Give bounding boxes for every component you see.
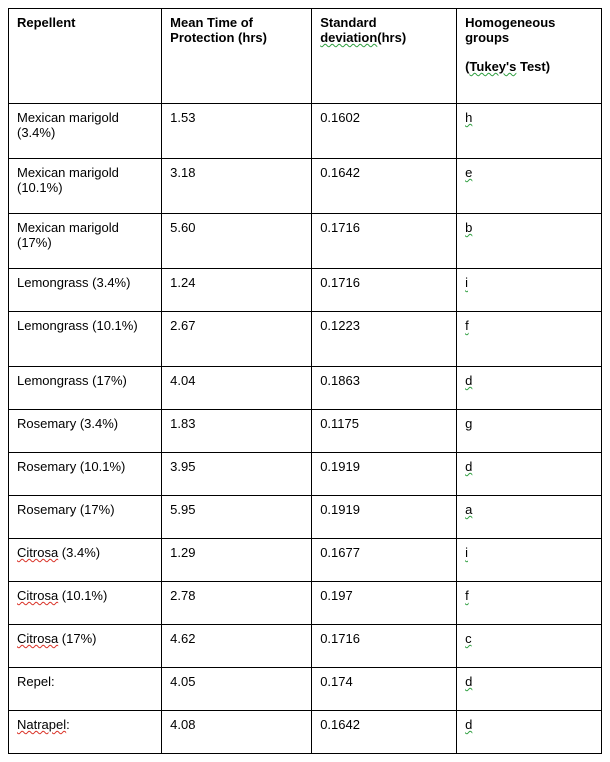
cell-repellent: Rosemary (17%) [9, 496, 162, 539]
cell-group: f [457, 312, 602, 367]
cell-mean: 3.18 [162, 159, 312, 214]
table-row: Citrosa (17%)4.620.1716c [9, 625, 602, 668]
cell-sd: 0.1716 [312, 625, 457, 668]
cell-mean: 4.08 [162, 711, 312, 754]
cell-sd: 0.1716 [312, 269, 457, 312]
cell-group: i [457, 269, 602, 312]
cell-sd: 0.1223 [312, 312, 457, 367]
cell-sd: 0.174 [312, 668, 457, 711]
cell-sd: 0.1642 [312, 711, 457, 754]
cell-group: d [457, 367, 602, 410]
cell-sd: 0.1919 [312, 496, 457, 539]
col-header-sd: Standard deviation(hrs) [312, 9, 457, 104]
cell-group: a [457, 496, 602, 539]
table-row: Mexican marigold (3.4%)1.530.1602h [9, 104, 602, 159]
table-row: Citrosa (3.4%)1.290.1677i [9, 539, 602, 582]
cell-repellent: Citrosa (3.4%) [9, 539, 162, 582]
col-header-group: Homogeneous groups (Tukey's Test) [457, 9, 602, 104]
cell-repellent: Mexican marigold (3.4%) [9, 104, 162, 159]
cell-repellent: Citrosa (10.1%) [9, 582, 162, 625]
cell-group: g [457, 410, 602, 453]
table-row: Lemongrass (10.1%)2.670.1223f [9, 312, 602, 367]
table-row: Rosemary (3.4%)1.830.1175g [9, 410, 602, 453]
table-row: Rosemary (10.1%)3.950.1919d [9, 453, 602, 496]
cell-sd: 0.1919 [312, 453, 457, 496]
cell-sd: 0.197 [312, 582, 457, 625]
cell-repellent: Mexican marigold (10.1%) [9, 159, 162, 214]
cell-repellent: Lemongrass (10.1%) [9, 312, 162, 367]
table-row: Natrapel:4.080.1642d [9, 711, 602, 754]
cell-sd: 0.1716 [312, 214, 457, 269]
cell-sd: 0.1677 [312, 539, 457, 582]
cell-repellent: Rosemary (3.4%) [9, 410, 162, 453]
cell-mean: 5.60 [162, 214, 312, 269]
cell-repellent: Lemongrass (17%) [9, 367, 162, 410]
table-row: Rosemary (17%)5.950.1919a [9, 496, 602, 539]
table-row: Citrosa (10.1%)2.780.197f [9, 582, 602, 625]
cell-mean: 3.95 [162, 453, 312, 496]
cell-group: i [457, 539, 602, 582]
cell-mean: 1.29 [162, 539, 312, 582]
table-row: Mexican marigold (17%)5.600.1716b [9, 214, 602, 269]
cell-repellent: Repel: [9, 668, 162, 711]
cell-mean: 1.83 [162, 410, 312, 453]
table-row: Repel:4.050.174d [9, 668, 602, 711]
cell-sd: 0.1602 [312, 104, 457, 159]
cell-mean: 5.95 [162, 496, 312, 539]
cell-group: b [457, 214, 602, 269]
cell-repellent: Rosemary (10.1%) [9, 453, 162, 496]
cell-mean: 4.05 [162, 668, 312, 711]
cell-repellent: Mexican marigold (17%) [9, 214, 162, 269]
cell-repellent: Citrosa (17%) [9, 625, 162, 668]
cell-group: d [457, 711, 602, 754]
col-header-repellent: Repellent [9, 9, 162, 104]
cell-mean: 1.24 [162, 269, 312, 312]
cell-group: d [457, 668, 602, 711]
cell-group: d [457, 453, 602, 496]
cell-group: h [457, 104, 602, 159]
cell-mean: 4.04 [162, 367, 312, 410]
cell-mean: 2.67 [162, 312, 312, 367]
cell-group: f [457, 582, 602, 625]
cell-mean: 4.62 [162, 625, 312, 668]
table-row: Lemongrass (17%)4.040.1863d [9, 367, 602, 410]
table-header-row: Repellent Mean Time of Protection (hrs) … [9, 9, 602, 104]
table-row: Lemongrass (3.4%)1.240.1716i [9, 269, 602, 312]
table-body: Mexican marigold (3.4%)1.530.1602hMexica… [9, 104, 602, 754]
col-header-mean: Mean Time of Protection (hrs) [162, 9, 312, 104]
repellent-table: Repellent Mean Time of Protection (hrs) … [8, 8, 602, 754]
cell-mean: 1.53 [162, 104, 312, 159]
cell-repellent: Lemongrass (3.4%) [9, 269, 162, 312]
cell-sd: 0.1642 [312, 159, 457, 214]
cell-group: c [457, 625, 602, 668]
cell-sd: 0.1175 [312, 410, 457, 453]
table-row: Mexican marigold (10.1%)3.180.1642e [9, 159, 602, 214]
cell-sd: 0.1863 [312, 367, 457, 410]
cell-group: e [457, 159, 602, 214]
cell-repellent: Natrapel: [9, 711, 162, 754]
cell-mean: 2.78 [162, 582, 312, 625]
